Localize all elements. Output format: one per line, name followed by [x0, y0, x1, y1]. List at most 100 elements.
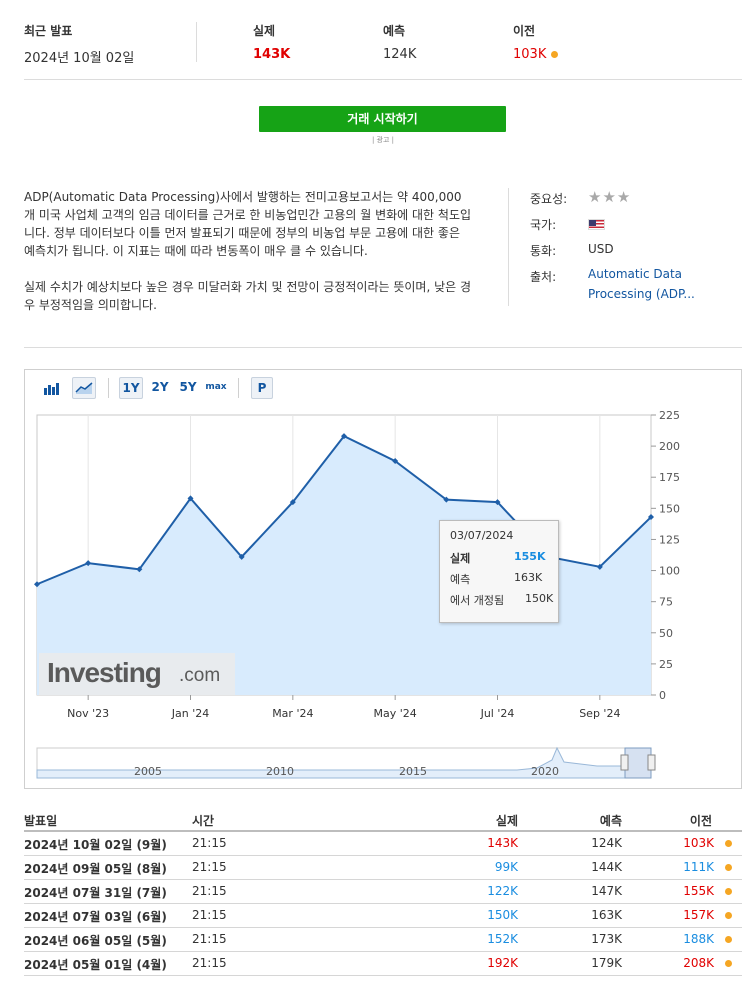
range-2y-button[interactable]: 2Y [151, 380, 169, 394]
forecast-label: 예측 [383, 24, 406, 38]
previous-stat: 이전 103K [513, 22, 559, 62]
data-point [85, 560, 92, 567]
header-date[interactable]: 발표일 [24, 814, 58, 828]
description-paragraph: 실제 수치가 예상치보다 높은 경우 미달러화 가치 및 전망이 긍정적이라는 … [24, 280, 472, 312]
currency-row: 통화: USD [530, 240, 740, 266]
us-flag-icon [588, 219, 605, 230]
actual-value: 143K [487, 836, 518, 850]
currency-label: 통화: [530, 244, 557, 258]
star-icon: ★ [602, 188, 617, 206]
y-tick-label: 200 [659, 440, 680, 453]
forecast-value: 147K [591, 884, 622, 898]
release-time: 21:15 [192, 908, 227, 922]
y-tick-label: 50 [659, 627, 673, 640]
revised-dot-icon [725, 864, 732, 871]
forecast-value: 173K [591, 932, 622, 946]
revised-dot-icon [725, 936, 732, 943]
country-label: 국가: [530, 218, 557, 232]
y-tick-label: 25 [659, 658, 673, 671]
navigator-handle-right [647, 754, 656, 771]
latest-release: 최근 발표 2024년 10월 02일 [24, 22, 134, 66]
release-time: 21:15 [192, 836, 227, 850]
source-row: 출처: Automatic Data Processing (ADP... [530, 266, 740, 301]
range-1y-button[interactable]: 1Y [119, 377, 143, 399]
previous-value: 103K [513, 47, 547, 62]
data-point [648, 514, 654, 521]
data-point [494, 499, 501, 506]
area-chart-icon[interactable] [72, 377, 96, 399]
previous-value: 208K [683, 956, 714, 970]
navigator-year-label: 2015 [399, 765, 427, 778]
chart-toolbar: 1Y 2Y 5Y max P [25, 370, 741, 406]
forecast-stat: 예측 124K [383, 22, 416, 62]
range-max-button[interactable]: max [205, 382, 227, 392]
y-tick-label: 125 [659, 533, 680, 546]
description-paragraph: ADP(Automatic Data Processing)사에서 발행하는 전… [24, 190, 472, 258]
data-point [34, 581, 40, 588]
actual-value: 150K [487, 908, 518, 922]
actual-value: 143K [253, 47, 291, 62]
forecast-value: 124K [591, 836, 622, 850]
latest-release-summary: 최근 발표 2024년 10월 02일 실제 143K 예측 124K 이전 1… [24, 22, 742, 80]
data-point [341, 433, 347, 440]
navigator-year-label: 2005 [134, 765, 162, 778]
data-point [443, 496, 450, 503]
actual-value: 99K [494, 860, 518, 874]
forecast-value: 163K [591, 908, 622, 922]
actual-label: 실제 [253, 24, 276, 38]
investing-logo: Investing .com [39, 653, 235, 695]
importance-stars: ★★★ [588, 188, 631, 206]
actual-value: 192K [487, 956, 518, 970]
line-area-chart[interactable]: 0 25 50 75 100 125 150 175 200 225 Nov '23 Jan '24… [25, 370, 741, 788]
header-forecast[interactable]: 예측 [599, 814, 622, 828]
previous-value: 155K [683, 884, 714, 898]
x-tick-label: Sep '24 [579, 707, 620, 720]
toolbar-divider [108, 378, 109, 398]
tooltip-forecast-value: 163K [514, 571, 543, 584]
header-time[interactable]: 시간 [192, 814, 215, 828]
header-previous[interactable]: 이전 [689, 814, 712, 828]
country-row: 국가: [530, 214, 740, 240]
previous-value-wrap: 103K [513, 47, 559, 62]
revised-dot-icon [551, 51, 559, 58]
latest-release-label: 최근 발표 [24, 24, 73, 38]
start-trading-button[interactable]: 거래 시작하기 [259, 106, 506, 132]
x-tick-label: Nov '23 [67, 707, 109, 720]
toolbar-divider [238, 378, 239, 398]
navigator-series [36, 746, 626, 779]
forecast-value: 124K [383, 47, 417, 62]
previous-value: 157K [683, 908, 714, 922]
importance-row: 중요성: ★★★ [530, 188, 740, 214]
ad-label: | 광고 | [371, 136, 395, 144]
table-header: 발표일 시간 실제 예측 이전 [24, 808, 742, 832]
x-tick-label: Jul '24 [480, 707, 515, 720]
navigator-handle-left [620, 754, 629, 771]
table-row: 2024년 05월 01일 (4월) 21:15 192K 179K 208K [24, 952, 742, 976]
tooltip-revised-label: 에서 개정됨 [450, 594, 505, 607]
table-row: 2024년 10월 02일 (9월) 21:15 143K 124K 103K [24, 832, 742, 856]
indicator-description: ADP(Automatic Data Processing)사에서 발행하는 전… [24, 188, 472, 314]
navigator-selection [624, 747, 652, 779]
x-tick-label: May '24 [374, 707, 417, 720]
table-row: 2024년 07월 31일 (7월) 21:15 122K 147K 155K [24, 880, 742, 904]
header-actual[interactable]: 실제 [495, 814, 518, 828]
star-icon: ★ [588, 188, 603, 206]
range-5y-button[interactable]: 5Y [179, 380, 197, 394]
table-row: 2024년 06월 05일 (5월) 21:15 152K 173K 188K [24, 928, 742, 952]
y-tick-label: 75 [659, 596, 673, 609]
release-date: 2024년 10월 02일 (9월) [24, 838, 167, 852]
source-link[interactable]: Automatic Data Processing (ADP... [588, 267, 695, 301]
forecast-value: 179K [591, 956, 622, 970]
bar-chart-icon[interactable] [41, 377, 63, 399]
p-button[interactable]: P [251, 377, 273, 399]
release-time: 21:15 [192, 956, 227, 970]
indicator-info: 중요성: ★★★ 국가: 통화: USD 출처: Automatic Data … [530, 188, 740, 301]
revised-dot-icon [725, 888, 732, 895]
y-tick-label: 100 [659, 565, 680, 578]
x-tick-label: Jan '24 [171, 707, 209, 720]
release-time: 21:15 [192, 932, 227, 946]
data-point [392, 458, 399, 465]
logo-text: Investing [47, 657, 162, 688]
logo-suffix: .com [179, 665, 221, 686]
table-body: 2024년 10월 02일 (9월) 21:15 143K 124K 103K 2024년… [24, 832, 742, 976]
